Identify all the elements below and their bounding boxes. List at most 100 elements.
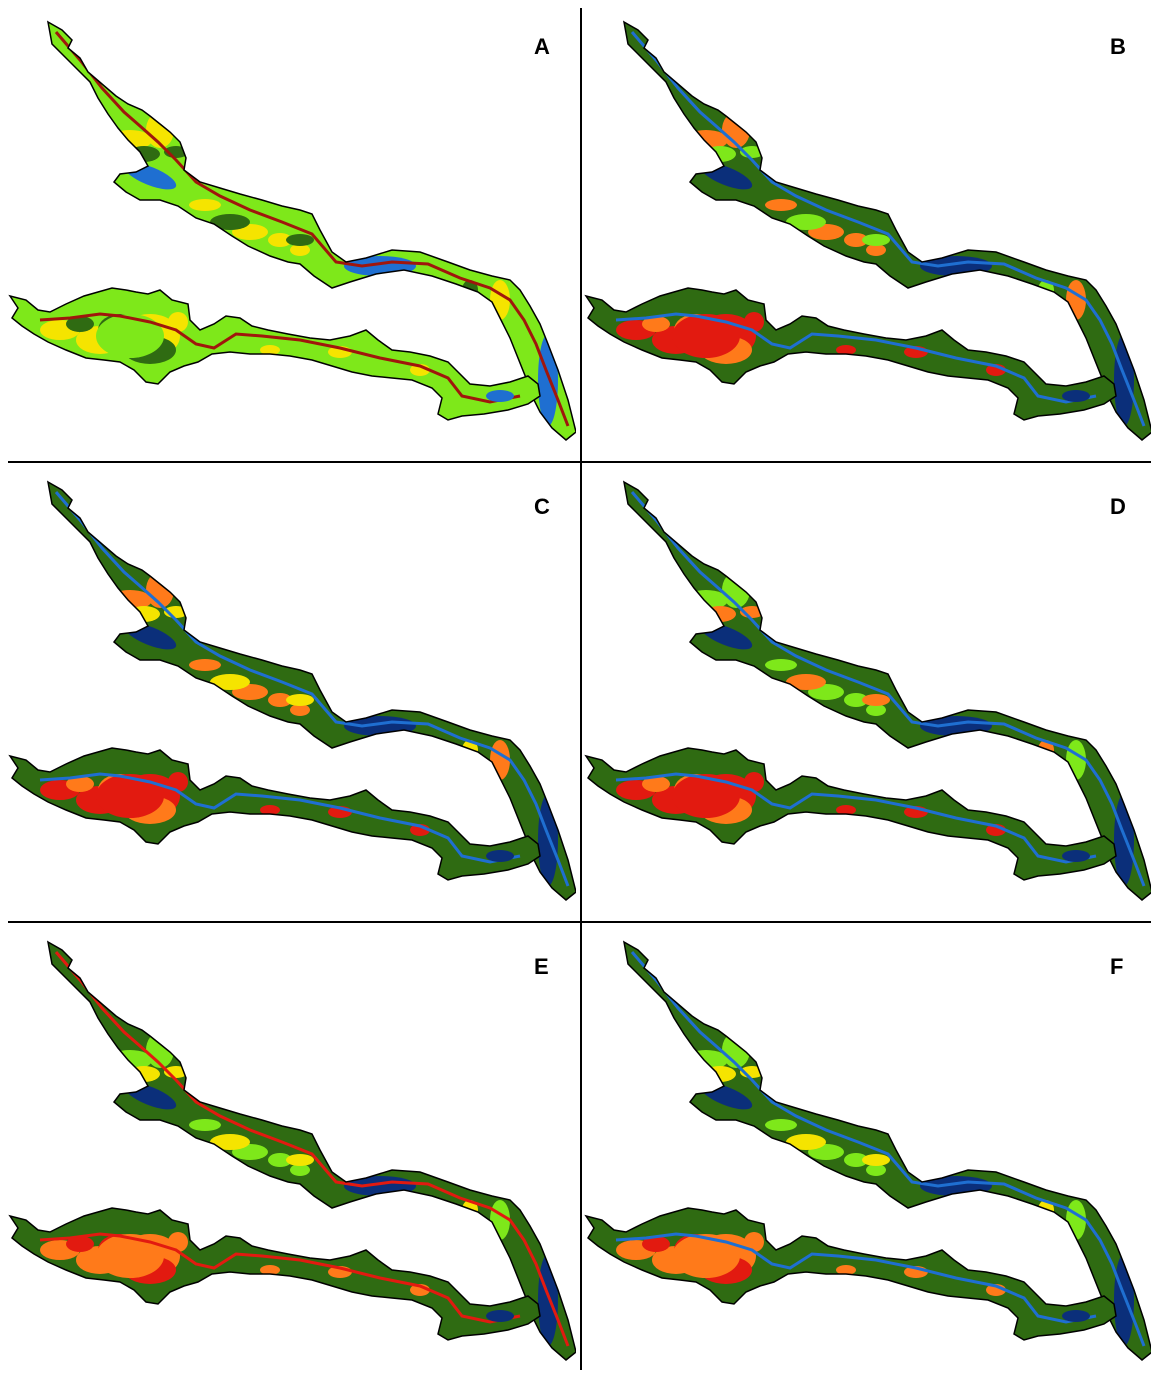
vegetation-patch — [642, 776, 670, 792]
vertical-divider — [580, 8, 582, 1370]
upper-reach-area — [48, 942, 576, 1360]
vegetation-patch — [286, 234, 314, 246]
river-water — [486, 1310, 514, 1322]
river-water — [1062, 1310, 1090, 1322]
panel-label: E — [534, 954, 549, 979]
panel-label: A — [534, 34, 550, 59]
reservoir-core — [672, 314, 740, 358]
vegetation-patch — [1066, 740, 1086, 780]
upper-reach-outline — [622, 20, 1151, 441]
vegetation-patch — [189, 1119, 221, 1131]
horizontal-divider-bottom — [8, 921, 1151, 923]
vegetation-patch — [260, 805, 280, 815]
vegetation-patch — [408, 1196, 432, 1208]
vegetation-patch — [66, 1236, 94, 1252]
vegetation-patch — [862, 1154, 890, 1166]
panel-label: C — [534, 494, 550, 519]
river-channel — [615, 1232, 1097, 1324]
panel-label: B — [1110, 34, 1126, 59]
map-panel-e: E — [0, 920, 576, 1379]
vegetation-patch — [66, 316, 94, 332]
lower-reach-outline — [584, 287, 1117, 421]
vegetation-patch — [210, 674, 250, 690]
vegetation-patch — [168, 1232, 188, 1252]
river-channel — [615, 772, 1097, 864]
vegetation-patch — [836, 1265, 856, 1275]
lower-reach-patches — [615, 312, 1097, 404]
upper-reach-area — [624, 942, 1151, 1360]
river-water — [1062, 390, 1090, 402]
vegetation-patch — [984, 736, 1008, 748]
vegetation-patch — [408, 276, 432, 288]
vegetation-patch — [744, 312, 764, 332]
vegetation-patch — [866, 1164, 886, 1176]
vegetation-patch — [268, 1153, 292, 1167]
panel-label: D — [1110, 494, 1126, 519]
vegetation-patch — [290, 244, 310, 256]
vegetation-patch — [260, 345, 280, 355]
vegetation-patch — [290, 704, 310, 716]
vegetation-patch — [744, 772, 764, 792]
map-panel-a: A — [0, 0, 576, 459]
vegetation-patch — [490, 740, 510, 780]
lower-reach-patches — [615, 1232, 1097, 1324]
lower-reach-outline — [8, 747, 541, 881]
river-channel — [54, 31, 570, 427]
vegetation-patch — [984, 276, 1008, 288]
vegetation-patch — [1066, 280, 1086, 320]
vegetation-patch — [1066, 1200, 1086, 1240]
river-channel — [54, 491, 570, 887]
river-channel — [54, 951, 570, 1347]
map-panel-b: B — [576, 0, 1151, 459]
lower-reach-outline — [8, 287, 541, 421]
upper-reach-patches — [630, 491, 1146, 887]
upper-reach-area — [624, 482, 1151, 900]
vegetation-patch — [844, 233, 868, 247]
vegetation-patch — [786, 214, 826, 230]
river-map-e — [8, 940, 576, 1361]
river-channel — [630, 31, 1146, 427]
vegetation-patch — [862, 694, 890, 706]
vegetation-patch — [765, 659, 797, 671]
lower-reach-outline — [584, 747, 1117, 881]
vegetation-patch — [836, 805, 856, 815]
vegetation-patch — [408, 736, 432, 748]
river-channel — [615, 312, 1097, 404]
vegetation-patch — [189, 199, 221, 211]
upper-reach-outline — [622, 480, 1151, 901]
vegetation-patch — [786, 1134, 826, 1150]
vegetation-patch — [189, 659, 221, 671]
river-map-b — [584, 20, 1151, 441]
vegetation-patch — [744, 1232, 764, 1252]
vegetation-patch — [642, 316, 670, 332]
vegetation-patch — [765, 1119, 797, 1131]
vegetation-patch — [844, 1153, 868, 1167]
map-panel-f: F — [576, 920, 1151, 1379]
vegetation-patch — [844, 693, 868, 707]
river-channel — [630, 951, 1146, 1347]
vegetation-patch — [268, 233, 292, 247]
lower-reach-patches — [39, 772, 521, 864]
river-water — [1062, 850, 1090, 862]
lower-reach-patches — [39, 1232, 521, 1324]
vegetation-patch — [490, 280, 510, 320]
vegetation-patch — [286, 1154, 314, 1166]
vegetation-patch — [765, 199, 797, 211]
reservoir-core — [96, 1234, 164, 1278]
vegetation-patch — [268, 693, 292, 707]
vegetation-patch — [66, 776, 94, 792]
river-channel — [630, 491, 1146, 887]
horizontal-divider-top — [8, 461, 1151, 463]
upper-reach-area — [48, 22, 576, 440]
vegetation-patch — [786, 674, 826, 690]
upper-reach-area — [624, 22, 1151, 440]
map-panel-d: D — [576, 460, 1151, 919]
reservoir-core — [96, 774, 164, 818]
river-map-d — [584, 480, 1151, 901]
lower-reach-patches — [39, 312, 521, 404]
reservoir-core — [96, 314, 164, 358]
vegetation-patch — [210, 214, 250, 230]
river-water — [486, 390, 514, 402]
river-map-f — [584, 940, 1151, 1361]
lower-reach-outline — [584, 1207, 1117, 1341]
